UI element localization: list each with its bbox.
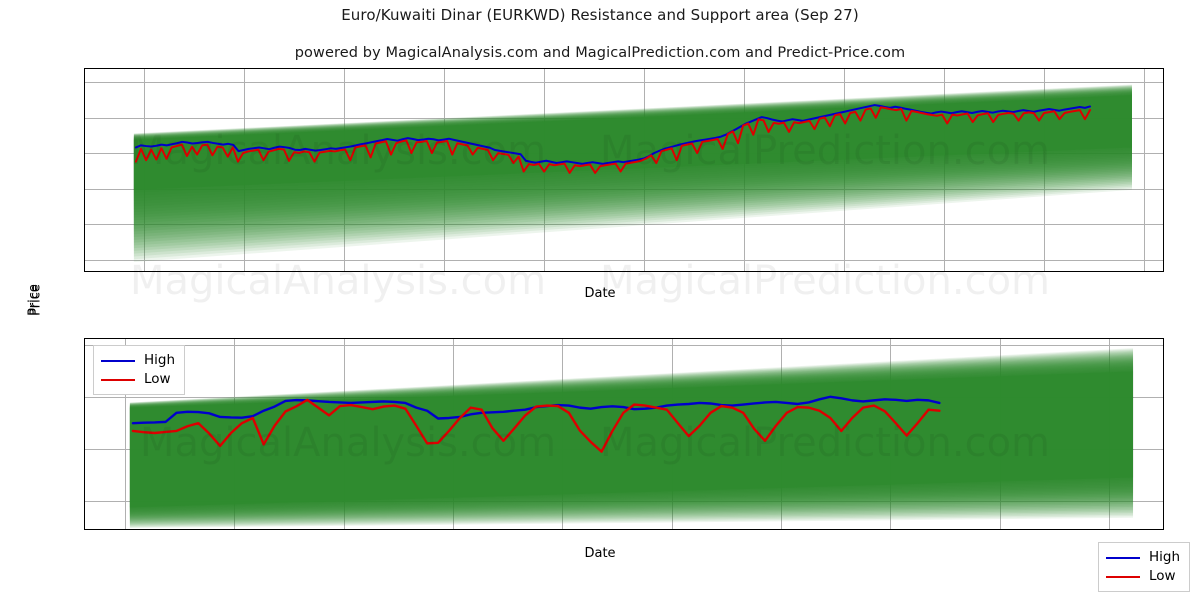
x-tick bbox=[544, 271, 545, 272]
grid-line bbox=[644, 69, 645, 271]
legend-swatch-high-icon bbox=[101, 359, 135, 362]
y-tick bbox=[84, 260, 85, 261]
x-tick bbox=[1109, 529, 1110, 530]
y-tick bbox=[84, 189, 85, 190]
x-tick bbox=[344, 529, 345, 530]
x-tick bbox=[562, 529, 563, 530]
legend-label-low: Low bbox=[144, 370, 171, 387]
x-tick bbox=[244, 271, 245, 272]
legend-swatch-high-icon bbox=[1105, 556, 1140, 559]
overview-chart-canvas bbox=[133, 84, 1132, 263]
y-tick bbox=[84, 345, 85, 346]
grid-line bbox=[744, 69, 745, 271]
legend-top[interactable]: High Low bbox=[1097, 542, 1190, 592]
grid-line bbox=[1144, 69, 1145, 271]
y-tick bbox=[84, 501, 85, 502]
x-tick bbox=[781, 529, 782, 530]
x-axis-label-bottom: Date bbox=[584, 546, 616, 561]
legend-label-low: Low bbox=[1148, 567, 1176, 584]
support-resistance-band-core bbox=[129, 371, 1134, 508]
x-tick bbox=[453, 529, 454, 530]
page-title: Euro/Kuwaiti Dinar (EURKWD) Resistance a… bbox=[341, 6, 859, 24]
x-axis-label-top: Date bbox=[584, 286, 616, 301]
grid-line bbox=[85, 259, 1163, 261]
legend-item-high[interactable]: High bbox=[1105, 548, 1180, 567]
legend-item-low[interactable]: Low bbox=[1105, 567, 1180, 586]
series-line-low bbox=[136, 107, 1090, 173]
x-tick bbox=[672, 529, 673, 530]
y-axis-label-bottom: Price bbox=[28, 284, 44, 316]
y-tick bbox=[84, 118, 85, 119]
y-tick bbox=[84, 449, 85, 450]
series-line-low bbox=[133, 400, 939, 452]
page-subtitle: powered by MagicalAnalysis.com and Magic… bbox=[294, 45, 906, 61]
x-tick bbox=[1144, 271, 1145, 272]
legend-swatch-low-icon bbox=[101, 378, 135, 381]
x-tick bbox=[1000, 529, 1001, 530]
x-tick bbox=[444, 271, 445, 272]
x-tick bbox=[890, 529, 891, 530]
grid-line bbox=[1044, 69, 1045, 271]
legend-bottom[interactable]: High Low bbox=[93, 345, 186, 395]
x-tick bbox=[144, 271, 145, 272]
grid-line bbox=[85, 82, 1163, 84]
y-tick bbox=[84, 397, 85, 398]
x-tick bbox=[344, 271, 345, 272]
x-tick bbox=[644, 271, 645, 272]
y-tick bbox=[84, 82, 85, 83]
grid-line bbox=[85, 224, 1163, 226]
grid-line bbox=[85, 345, 1163, 347]
legend-swatch-low-icon bbox=[1105, 575, 1140, 578]
x-tick bbox=[844, 271, 845, 272]
grid-line bbox=[125, 339, 126, 529]
zoom-chart-canvas bbox=[129, 348, 1134, 529]
legend-item-high[interactable]: High bbox=[101, 351, 175, 370]
y-tick bbox=[84, 153, 85, 154]
x-tick bbox=[944, 271, 945, 272]
overview-chart-plot-area: 0.2500.2750.3000.3250.3500.3752024-03202… bbox=[84, 68, 1164, 272]
legend-label-high: High bbox=[144, 351, 176, 368]
legend-item-low[interactable]: Low bbox=[101, 370, 175, 389]
grid-line bbox=[844, 69, 845, 271]
series-line-high bbox=[136, 105, 1090, 164]
grid-line bbox=[944, 69, 945, 271]
x-tick bbox=[1044, 271, 1045, 272]
grid-line bbox=[85, 501, 1163, 503]
x-tick bbox=[234, 529, 235, 530]
y-tick bbox=[84, 224, 85, 225]
legend-label-high: High bbox=[1148, 548, 1180, 565]
grid-line bbox=[85, 188, 1163, 190]
support-resistance-band-core bbox=[133, 95, 1132, 190]
zoom-chart-plot-area: High Low 0.320.340.360.382025-06-012025-… bbox=[84, 338, 1164, 530]
x-tick bbox=[744, 271, 745, 272]
x-tick bbox=[125, 529, 126, 530]
